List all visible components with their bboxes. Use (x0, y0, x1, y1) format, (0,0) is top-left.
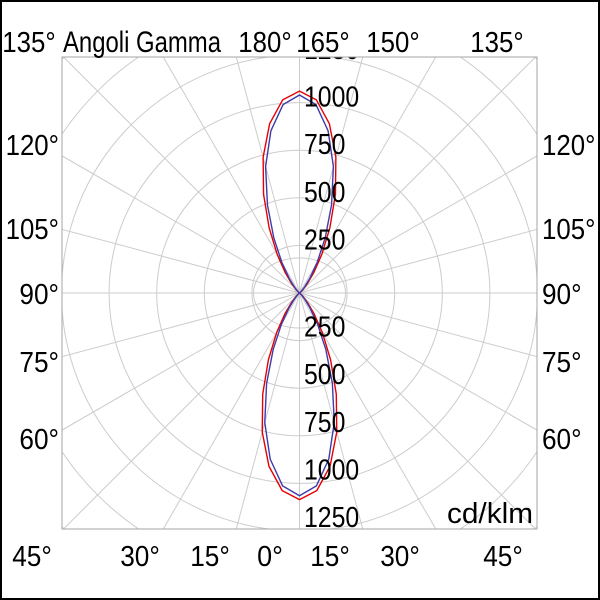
grid-spoke (235, 57, 300, 294)
grid-spoke (299, 292, 364, 529)
gamma-angle-labels: 135° 180° 165° 150° 135° 45° 30° 15° 0° 15° 30° 45°… (2, 27, 595, 573)
angle-label-left: 90° (19, 279, 59, 311)
grid-spoke (299, 292, 537, 431)
chart-title: Angoli Gamma (63, 26, 221, 59)
angle-label-left: 60° (19, 424, 59, 456)
grid-spoke (299, 292, 537, 529)
radial-tick-label-above: 250 (304, 224, 345, 256)
grid-spoke (162, 292, 300, 529)
angle-label-left: 105° (6, 214, 59, 246)
radial-tick-label-below: 1000 (304, 454, 359, 486)
grid-spoke (299, 292, 437, 529)
angle-label-bottom: 15° (190, 541, 230, 573)
grid-spoke (62, 228, 300, 294)
grid-spoke (62, 292, 300, 529)
angle-label-top: 180° (238, 27, 291, 59)
angle-label-left: 75° (19, 347, 59, 379)
grid-spoke (235, 292, 300, 529)
angle-label-right: 60° (542, 424, 582, 456)
grid-spoke (299, 57, 364, 294)
grid-spoke (299, 228, 537, 294)
angle-label-right: 105° (542, 214, 595, 246)
radial-tick-label-below: 750 (304, 407, 345, 439)
grid-spoke (299, 292, 537, 358)
grid-spoke (62, 57, 300, 294)
angle-label-top: 135° (2, 27, 55, 59)
grid-spoke (162, 57, 300, 294)
radial-tick-label-above: 750 (304, 129, 345, 161)
angle-label-top: 150° (366, 27, 419, 59)
angle-label-top: 135° (470, 27, 523, 59)
angle-label-right: 75° (542, 347, 582, 379)
angle-label-bottom: 45° (12, 541, 52, 573)
unit-label: cd/klm (447, 498, 533, 530)
angle-label-bottom: 15° (310, 541, 350, 573)
angle-label-bottom: 0° (257, 541, 283, 573)
grid-spoke (62, 292, 300, 431)
radial-tick-label-below: 1250 (304, 502, 359, 534)
radial-tick-labels: 250 500 750 1000 1250 250 500 750 1000 1250 (304, 34, 359, 534)
grid-spoke (299, 155, 537, 294)
grid-spoke (62, 292, 300, 358)
blue-curve (264, 94, 335, 497)
plot-border (61, 56, 538, 530)
angle-label-right: 90° (542, 279, 582, 311)
intensity-curves (261, 90, 338, 501)
angle-label-bottom: 30° (380, 541, 420, 573)
angle-label-right: 120° (542, 130, 595, 162)
radial-tick-label-above: 1250 (304, 34, 359, 66)
radial-tick-label-above: 1000 (304, 82, 359, 114)
radial-tick-label-below: 250 (304, 312, 345, 344)
radial-tick-label-below: 500 (304, 359, 345, 391)
grid-spoke (299, 57, 537, 294)
radial-tick-label-above: 500 (304, 177, 345, 209)
grid-spoke (62, 155, 300, 294)
angle-label-top: 165° (296, 27, 349, 59)
grid-spoke (299, 57, 437, 294)
angle-label-bottom: 30° (120, 541, 160, 573)
angle-label-bottom: 45° (483, 541, 523, 573)
angle-label-left: 120° (6, 130, 59, 162)
